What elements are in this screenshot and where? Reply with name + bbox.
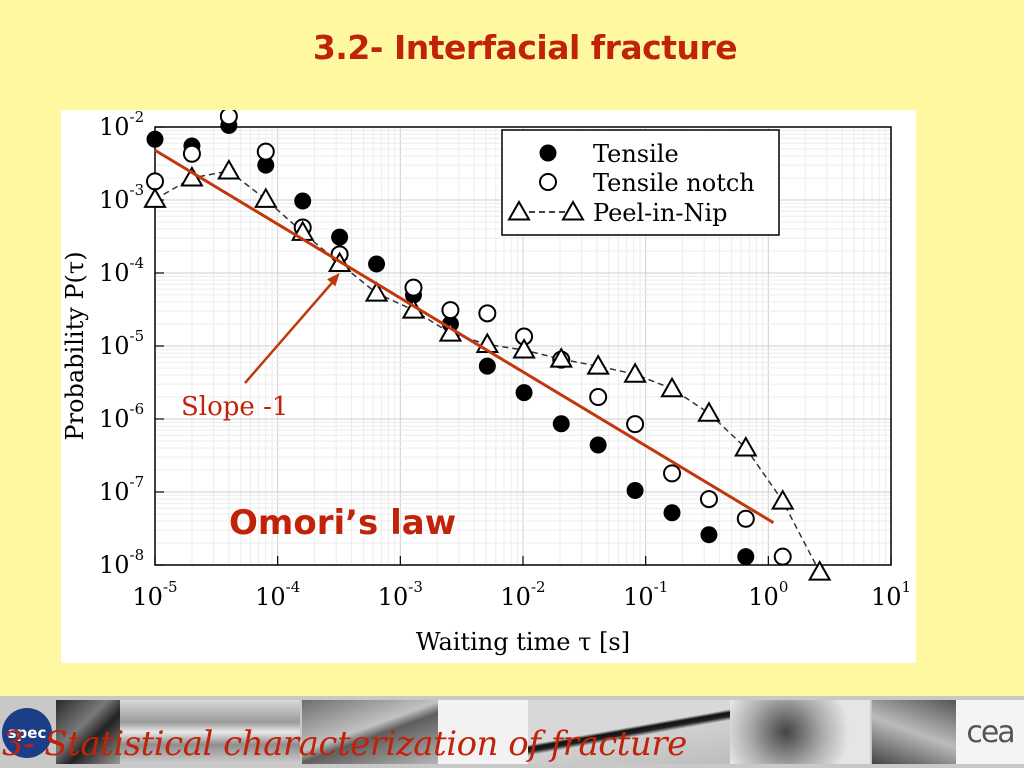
tensile-point xyxy=(478,357,496,375)
tensile-point xyxy=(737,548,755,566)
peel-in-nip-point xyxy=(364,281,389,302)
peel-in-nip-point xyxy=(143,187,167,208)
x-axis-label: Waiting time τ [s] xyxy=(416,628,630,656)
tensile-notch-point xyxy=(404,278,423,297)
legend-marker xyxy=(539,173,557,191)
legend-label: Tensile xyxy=(593,140,679,168)
legend-marker xyxy=(561,199,585,221)
peel-in-nip-point xyxy=(549,347,573,368)
tensile-notch-point xyxy=(626,415,645,434)
tensile-point xyxy=(331,228,349,246)
y-tick-label: 10-7 xyxy=(99,473,144,506)
x-tick-label: 10-4 xyxy=(255,578,300,611)
chart-panel: 10-5 10-4 10-3 10-2 10-1 100 101 10-8 10-7 10-6 10… xyxy=(61,110,916,663)
tensile-notch-point xyxy=(478,304,497,323)
y-tick-label: 10-5 xyxy=(99,327,144,360)
tensile-setup-image xyxy=(120,700,300,764)
peel-in-nip-point xyxy=(807,560,832,581)
tensile-point xyxy=(626,481,644,499)
footer-image-strip xyxy=(0,696,1024,768)
legend-marker xyxy=(539,144,557,162)
peel-in-nip-point xyxy=(770,489,795,510)
slope-fit-line xyxy=(154,148,775,524)
tensile-point xyxy=(589,436,607,454)
surface-map-image xyxy=(730,700,870,764)
tensile-notch-point xyxy=(663,464,682,483)
slope-label: Slope -1 xyxy=(181,392,288,422)
tensile-notch-point xyxy=(441,301,460,320)
tensile-notch-point xyxy=(589,388,608,407)
peel-in-nip-point xyxy=(623,362,647,383)
crack-photo-image xyxy=(56,700,120,764)
x-tick-label: 10-3 xyxy=(378,578,423,611)
y-tick-label: 10-3 xyxy=(99,181,144,214)
tensile-notch-point xyxy=(219,110,238,126)
peel-in-nip-point xyxy=(512,338,536,359)
omori-chart: 10-5 10-4 10-3 10-2 10-1 100 101 10-8 10-7 10-6 10… xyxy=(61,110,911,656)
tensile-point xyxy=(368,255,386,273)
tensile-point xyxy=(663,504,681,522)
tensile-notch-point xyxy=(182,144,201,163)
tensile-point xyxy=(146,130,164,148)
tensile-notch-point xyxy=(736,509,755,528)
omori-law-label: Omori’s law xyxy=(229,503,456,543)
tensile-point xyxy=(515,384,533,402)
y-tick-label: 10-8 xyxy=(99,546,144,579)
spec-logo: spec xyxy=(2,708,52,758)
x-tick-label: 10-5 xyxy=(132,578,177,611)
cea-logo: cea xyxy=(956,700,1024,764)
legend-label: Peel-in-Nip xyxy=(593,199,728,227)
tensile-point xyxy=(700,526,718,544)
tensile-point xyxy=(552,415,570,433)
peel-in-nip-point xyxy=(697,401,721,422)
x-tick-label: 10-1 xyxy=(623,578,668,611)
tensile-notch-point xyxy=(699,490,718,509)
x-tick-label: 101 xyxy=(871,578,911,611)
crack-front-image xyxy=(528,700,730,764)
tree-diagram-image xyxy=(438,700,528,764)
peel-in-nip-point xyxy=(734,436,758,457)
tensile-notch-point xyxy=(146,172,164,191)
tensile-point xyxy=(257,156,275,174)
x-tick-label: 100 xyxy=(748,578,788,611)
peel-in-nip-point xyxy=(217,158,241,180)
y-tick-label: 10-4 xyxy=(99,254,144,287)
notch-sample-image xyxy=(302,700,438,764)
peel-in-nip-point xyxy=(586,354,610,375)
slope-arrow-head xyxy=(327,273,340,287)
peel-in-nip-point xyxy=(254,187,278,208)
rough-surface-image xyxy=(872,700,956,764)
peel-in-nip-point xyxy=(660,376,684,398)
x-tick-label: 10-2 xyxy=(500,578,545,611)
tensile-notch-point xyxy=(256,142,275,161)
y-tick-label: 10-2 xyxy=(99,110,144,141)
tensile-point xyxy=(294,192,312,210)
slope-arrow-line xyxy=(244,280,335,384)
y-tick-label: 10-6 xyxy=(99,400,144,433)
legend-marker xyxy=(507,199,531,221)
footer-caption: 3- Statistical characterization of fract… xyxy=(2,724,687,764)
slide-title: 3.2- Interfacial fracture xyxy=(312,28,738,67)
legend-label: Tensile notch xyxy=(593,169,755,197)
y-axis-label: Probability P(τ) xyxy=(61,251,89,440)
tensile-notch-point xyxy=(773,547,792,566)
